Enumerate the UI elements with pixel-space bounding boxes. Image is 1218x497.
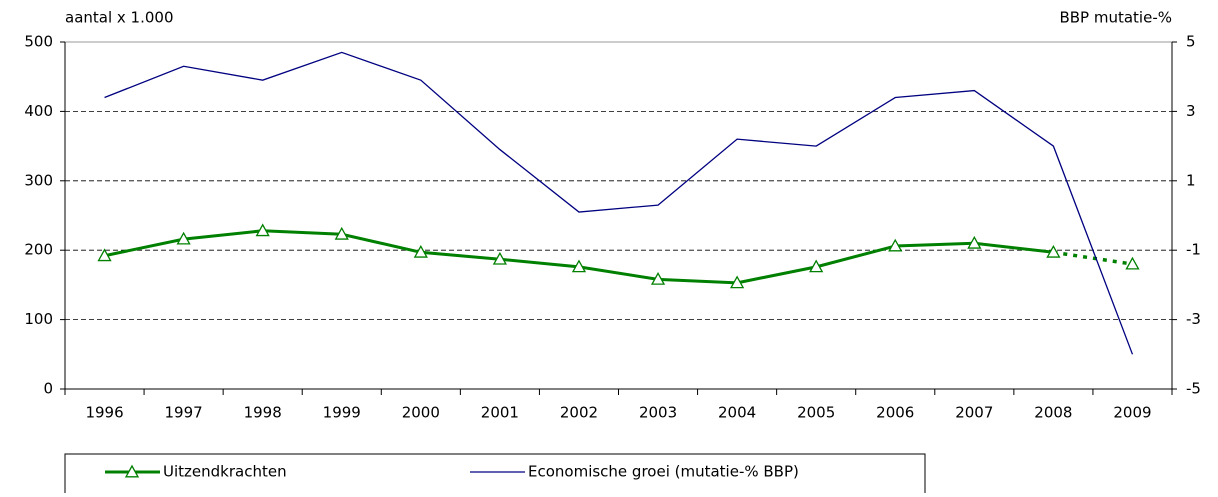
marker <box>413 244 428 258</box>
marker <box>1046 244 1061 258</box>
x-tick-label: 2004 <box>718 404 756 422</box>
marker <box>650 272 666 285</box>
marker <box>571 259 587 273</box>
x-tick-label: 1997 <box>165 404 203 422</box>
marker <box>334 226 349 240</box>
y2-tick-label: -3 <box>1186 310 1201 328</box>
x-tick-label: 2003 <box>639 404 677 422</box>
marker <box>809 259 824 273</box>
x-tick-label: 2008 <box>1034 404 1072 422</box>
series-line <box>104 229 1054 285</box>
marker <box>255 223 270 237</box>
x-tick-label: 1998 <box>244 404 282 422</box>
y-tick-label: 200 <box>24 241 53 259</box>
x-tick-label: 2001 <box>481 404 519 422</box>
y2-tick-label: 3 <box>1186 102 1196 120</box>
x-tick-label: 2006 <box>876 404 914 422</box>
x-tick-label: 1999 <box>323 404 361 422</box>
y2-tick-label: -1 <box>1186 241 1201 259</box>
y-axis-label: aantal x 1.000 <box>65 9 174 27</box>
x-tick-label: 2007 <box>955 404 993 422</box>
y2-tick-label: -5 <box>1186 380 1201 398</box>
x-tick-label: 2000 <box>402 404 440 422</box>
x-tick-label: 2005 <box>797 404 835 422</box>
marker <box>492 251 507 265</box>
x-tick-label: 2009 <box>1113 404 1151 422</box>
y-tick-label: 300 <box>24 171 53 189</box>
marker <box>888 238 903 252</box>
y2-axis-label: BBP mutatie-% <box>1059 9 1172 27</box>
y-tick-label: 500 <box>24 33 53 51</box>
marker <box>97 248 112 262</box>
legend-label: Uitzendkrachten <box>163 463 287 481</box>
y2-tick-label: 1 <box>1186 171 1196 189</box>
y2-tick-label: 5 <box>1186 33 1196 51</box>
x-tick-label: 1996 <box>85 404 123 422</box>
marker <box>1125 256 1140 270</box>
y-tick-label: 100 <box>24 310 53 328</box>
legend-label: Economische groei (mutatie-% BBP) <box>528 463 799 481</box>
x-tick-label: 2002 <box>560 404 598 422</box>
projection-line <box>1053 250 1133 266</box>
y-tick-label: 400 <box>24 102 53 120</box>
marker <box>730 275 745 289</box>
marker <box>967 235 982 249</box>
legend-box <box>64 453 926 497</box>
series-line <box>104 51 1134 355</box>
marker <box>176 231 191 245</box>
y-tick-label: 0 <box>43 380 53 398</box>
legend-marker <box>124 464 140 478</box>
